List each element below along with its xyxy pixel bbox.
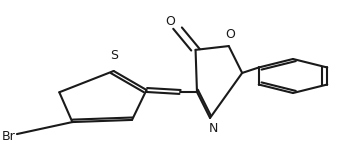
Text: O: O	[165, 15, 175, 28]
Text: N: N	[209, 122, 218, 135]
Text: Br: Br	[2, 130, 16, 143]
Text: S: S	[110, 49, 118, 62]
Text: O: O	[226, 28, 235, 41]
